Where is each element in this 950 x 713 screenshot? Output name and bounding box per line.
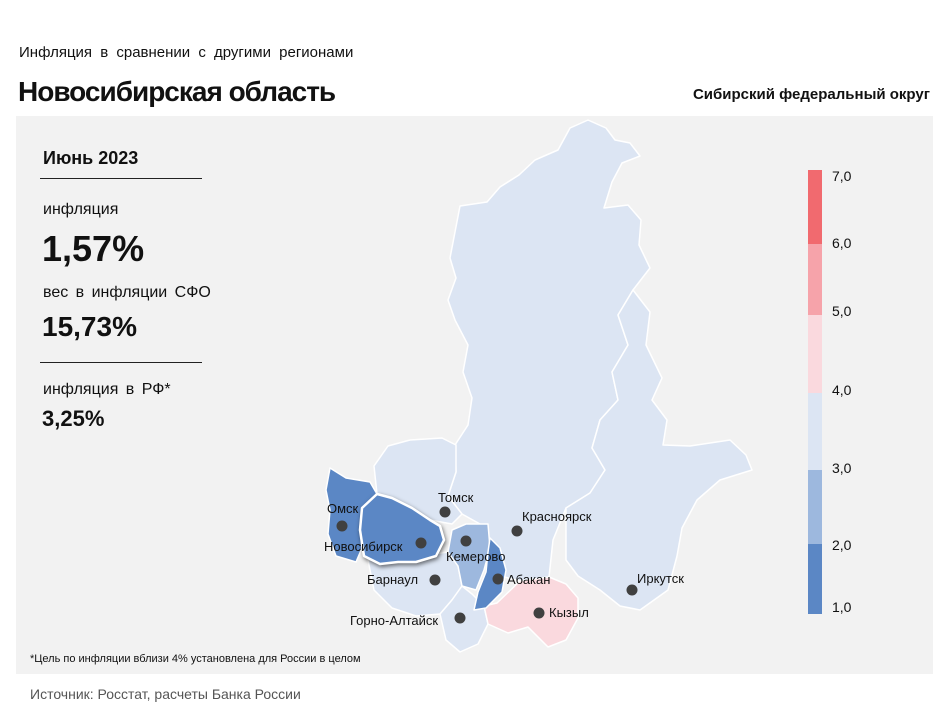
city-kemerovo: Кемерово bbox=[446, 535, 505, 564]
inflation-value: 1,57% bbox=[42, 228, 145, 269]
rf-inflation-value: 3,25% bbox=[42, 406, 105, 431]
divider bbox=[40, 178, 202, 179]
legend-band-3-4 bbox=[808, 393, 822, 470]
region-tyva[interactable] bbox=[483, 576, 579, 648]
legend-tick: 1,0 bbox=[832, 599, 852, 615]
svg-text:Томск: Томск bbox=[438, 490, 474, 505]
source-note: Источник: Росстат, расчеты Банка России bbox=[30, 686, 301, 702]
legend-tick: 5,0 bbox=[832, 303, 852, 319]
city-krasnoyarsk: Красноярск bbox=[511, 509, 592, 537]
weight-label: вес в инфляции СФО bbox=[43, 284, 211, 301]
city-kyzyl: Кызыл bbox=[533, 605, 589, 620]
svg-text:Кызыл: Кызыл bbox=[549, 605, 589, 620]
page-title: Новосибирская область bbox=[18, 76, 336, 107]
city-novosibirsk: Новосибирск bbox=[324, 537, 427, 554]
legend-tick: 3,0 bbox=[832, 460, 852, 476]
period-label: Июнь 2023 bbox=[43, 148, 139, 168]
legend-tick: 4,0 bbox=[832, 382, 852, 398]
svg-text:Красноярск: Красноярск bbox=[522, 509, 592, 524]
region-kemerovo[interactable] bbox=[447, 523, 491, 591]
city-tomsk: Томск bbox=[438, 490, 474, 518]
legend-tick: 6,0 bbox=[832, 235, 852, 251]
city-omsk: Омск bbox=[327, 501, 359, 532]
svg-text:Новосибирск: Новосибирск bbox=[324, 539, 403, 554]
svg-text:Абакан: Абакан bbox=[507, 572, 550, 587]
legend-band-2-3 bbox=[808, 470, 822, 544]
svg-text:Кемерово: Кемерово bbox=[446, 549, 505, 564]
svg-text:Горно-Алтайск: Горно-Алтайск bbox=[350, 613, 438, 628]
divider bbox=[40, 362, 202, 363]
district-title: Сибирский федеральный округ bbox=[692, 86, 930, 103]
legend-scale: 7,0 6,0 5,0 4,0 3,0 2,0 1,0 bbox=[808, 168, 852, 615]
city-gorno-altaysk: Горно-Алтайск bbox=[350, 612, 466, 628]
city-irkutsk: Иркутск bbox=[626, 571, 684, 596]
region-irkutsk[interactable] bbox=[565, 289, 753, 611]
city-barnaul: Барнаул bbox=[367, 572, 441, 587]
legend-tick: 2,0 bbox=[832, 537, 852, 553]
inflation-label: инфляция bbox=[43, 201, 119, 218]
rf-inflation-label: инфляция в РФ* bbox=[43, 381, 171, 398]
legend-band-1-2 bbox=[808, 544, 822, 614]
weight-value: 15,73% bbox=[42, 311, 137, 342]
city-abakan: Абакан bbox=[492, 572, 550, 587]
page-subtitle: Инфляция в сравнении с другими регионами bbox=[19, 44, 354, 61]
legend-band-5-6 bbox=[808, 244, 822, 315]
svg-text:Иркутск: Иркутск bbox=[637, 571, 684, 586]
legend-band-4-5 bbox=[808, 315, 822, 393]
svg-text:Барнаул: Барнаул bbox=[367, 572, 418, 587]
svg-text:Омск: Омск bbox=[327, 501, 359, 516]
legend-band-6-7 bbox=[808, 170, 822, 244]
legend-tick: 7,0 bbox=[832, 168, 852, 184]
region-khakassia[interactable] bbox=[473, 537, 507, 611]
footnote: *Цель по инфляции вблизи 4% установлена … bbox=[30, 653, 361, 665]
